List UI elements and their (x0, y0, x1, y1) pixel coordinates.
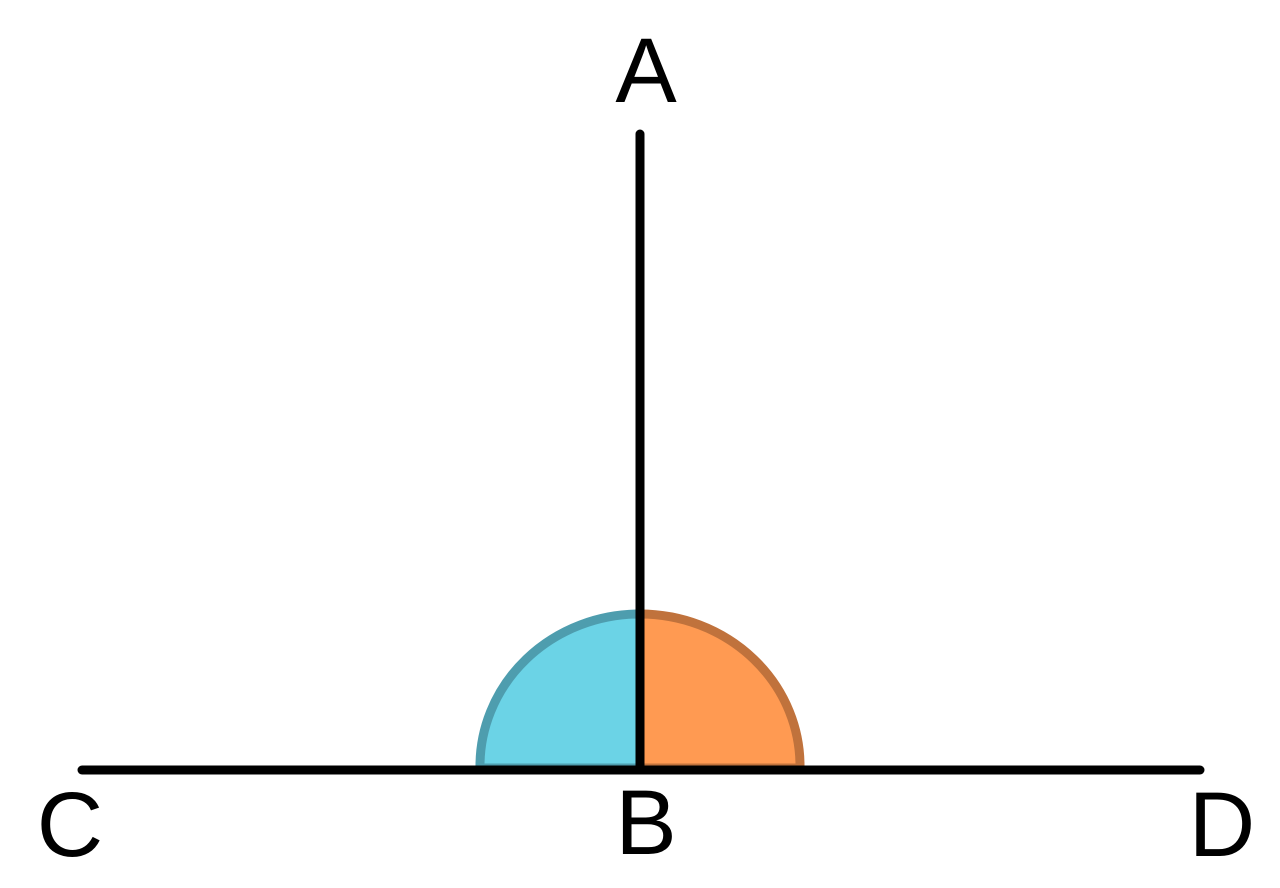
point-label-b: B (615, 772, 676, 874)
angle-cba-sector (475, 609, 645, 773)
point-label-d: D (1189, 774, 1255, 876)
point-label-c: C (37, 774, 103, 876)
point-label-a: A (615, 20, 677, 122)
angle-abd-sector (635, 609, 805, 773)
